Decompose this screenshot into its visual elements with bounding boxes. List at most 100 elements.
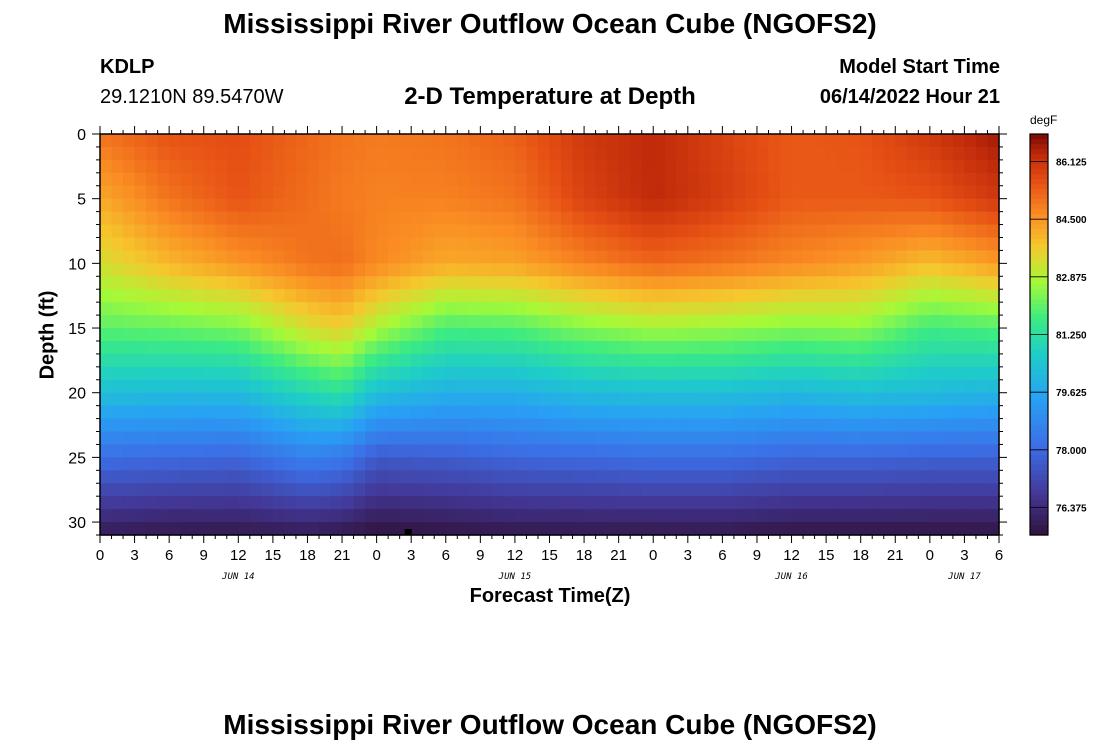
- heatmap-cell: [100, 509, 113, 523]
- heatmap-cell: [215, 159, 228, 174]
- heatmap-cell: [388, 302, 401, 316]
- heatmap-cell: [584, 263, 597, 277]
- colorbar-segment: [1030, 229, 1048, 235]
- heatmap-cell: [872, 328, 885, 342]
- colorbar-segment: [1030, 294, 1048, 301]
- colorbar-segment: [1030, 379, 1048, 386]
- heatmap-cell: [157, 276, 170, 290]
- heatmap-cell: [572, 392, 585, 407]
- heatmap-cell: [756, 315, 770, 329]
- heatmap-cell: [445, 353, 458, 368]
- heatmap-cell: [411, 405, 424, 420]
- heatmap-cell: [537, 328, 551, 342]
- heatmap-cell: [422, 431, 435, 446]
- heatmap-cell: [526, 483, 539, 497]
- heatmap-cell: [480, 496, 493, 510]
- heatmap-cell: [733, 185, 747, 200]
- heatmap-cell: [353, 198, 366, 213]
- heatmap-cell: [111, 457, 124, 471]
- heatmap-cell: [756, 198, 770, 213]
- heatmap-cell: [226, 483, 239, 497]
- heatmap-cell: [826, 172, 839, 187]
- heatmap-cell: [918, 289, 931, 303]
- heatmap-cell: [826, 250, 839, 264]
- heatmap-cell: [584, 444, 597, 458]
- heatmap-cell: [780, 522, 793, 536]
- heatmap-cell: [929, 509, 942, 523]
- heatmap-cell: [895, 134, 908, 148]
- heatmap-cell: [330, 509, 343, 523]
- heatmap-cell: [457, 457, 470, 471]
- heatmap-cell: [745, 315, 758, 329]
- heatmap-cell: [941, 418, 954, 433]
- heatmap-cell: [434, 418, 447, 433]
- heatmap-cell: [399, 444, 412, 458]
- heatmap-cell: [918, 159, 931, 174]
- heatmap-cell: [987, 237, 1000, 252]
- heatmap-cell: [353, 457, 366, 471]
- heatmap-cell: [906, 315, 919, 329]
- heatmap-cell: [111, 185, 124, 200]
- heatmap-cell: [249, 522, 262, 536]
- heatmap-cell: [895, 198, 908, 213]
- heatmap-cell: [987, 276, 1000, 290]
- heatmap-cell: [607, 496, 620, 510]
- heatmap-cell: [537, 159, 551, 174]
- heatmap-cell: [123, 483, 136, 497]
- heatmap-cell: [883, 418, 896, 433]
- heatmap-cell: [756, 496, 770, 510]
- heatmap-cell: [952, 496, 966, 510]
- heatmap-cell: [422, 379, 435, 394]
- colorbar-segment: [1030, 454, 1048, 461]
- heatmap-cell: [584, 418, 597, 433]
- heatmap-cell: [514, 185, 528, 200]
- heatmap-cell: [733, 366, 747, 381]
- colorbar-segment: [1030, 304, 1048, 311]
- heatmap-cell: [756, 379, 770, 394]
- heatmap-cell: [826, 522, 839, 536]
- heatmap-cell: [238, 289, 251, 303]
- heatmap-cell: [676, 379, 689, 394]
- heatmap-cell: [100, 457, 113, 471]
- heatmap-cell: [826, 379, 839, 394]
- heatmap-cell: [169, 328, 182, 342]
- heatmap-cell: [146, 224, 159, 239]
- heatmap-cell: [342, 340, 355, 355]
- heatmap-cell: [318, 522, 332, 536]
- heatmap-cell: [445, 522, 458, 536]
- heatmap-cell: [826, 418, 839, 433]
- heatmap-cell: [549, 353, 562, 368]
- heatmap-cell: [561, 159, 574, 174]
- heatmap-cell: [434, 353, 447, 368]
- heatmap-cell: [457, 263, 470, 277]
- station-id: KDLP: [100, 56, 155, 78]
- heatmap-cell: [653, 315, 666, 329]
- heatmap-cell: [814, 353, 827, 368]
- heatmap-cell: [768, 159, 781, 174]
- heatmap-cell: [860, 509, 873, 523]
- heatmap-cell: [123, 198, 136, 213]
- heatmap-cell: [365, 185, 378, 200]
- heatmap-cell: [641, 509, 654, 523]
- heatmap-cell: [180, 134, 193, 148]
- heatmap-cell: [365, 457, 378, 471]
- heatmap-cell: [157, 418, 170, 433]
- heatmap-cell: [330, 392, 343, 407]
- heatmap-cell: [307, 366, 320, 381]
- heatmap-cell: [837, 134, 850, 148]
- heatmap-cell: [860, 353, 873, 368]
- heatmap-cell: [952, 250, 966, 264]
- heatmap-cell: [906, 392, 919, 407]
- heatmap-cell: [480, 470, 493, 484]
- heatmap-cell: [365, 444, 378, 458]
- heatmap-cell: [664, 211, 677, 226]
- heatmap-cell: [445, 146, 458, 161]
- heatmap-cell: [630, 418, 643, 433]
- heatmap-cell: [491, 263, 504, 277]
- heatmap-cell: [146, 328, 159, 342]
- heatmap-cell: [906, 302, 919, 316]
- heatmap-cell: [849, 392, 862, 407]
- heatmap-cell: [376, 198, 389, 213]
- heatmap-cell: [146, 418, 159, 433]
- heatmap-cell: [457, 328, 470, 342]
